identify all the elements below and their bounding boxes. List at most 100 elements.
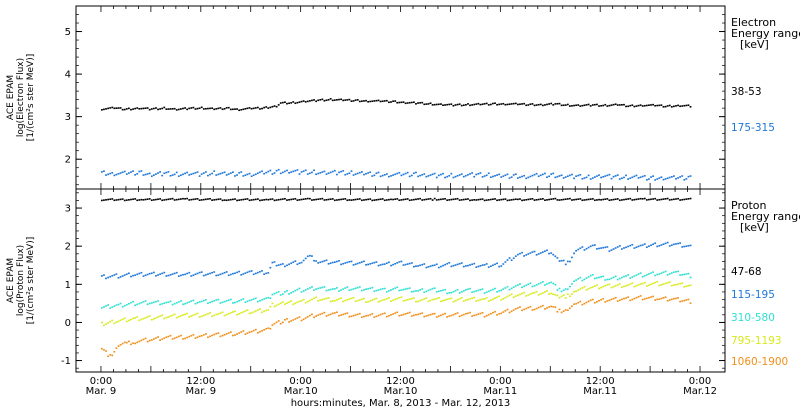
data-point (498, 265, 501, 268)
data-point (573, 291, 575, 293)
data-point (246, 198, 249, 200)
data-point (560, 295, 563, 298)
data-point (662, 283, 665, 285)
legend-entry: 795-1193 (731, 335, 782, 347)
data-point (107, 107, 110, 110)
data-point (336, 287, 338, 289)
data-point (356, 262, 359, 265)
data-point (402, 101, 405, 103)
data-point (427, 198, 430, 200)
data-point (648, 104, 650, 107)
data-point (371, 100, 374, 103)
legend-title: [keV] (740, 38, 769, 51)
data-point (625, 275, 627, 277)
data-point (119, 319, 122, 322)
data-point (150, 199, 153, 202)
data-point (140, 318, 143, 321)
data-point (564, 297, 567, 299)
data-point (273, 261, 276, 263)
data-point (123, 341, 126, 344)
data-point (514, 285, 517, 287)
data-point (398, 199, 401, 202)
data-point (519, 176, 521, 179)
data-point (525, 295, 528, 297)
data-point (336, 173, 338, 176)
data-point (221, 199, 224, 202)
data-point (142, 107, 145, 110)
data-point (620, 286, 623, 289)
data-point (587, 276, 590, 278)
data-point (614, 198, 617, 201)
data-point (373, 316, 376, 318)
data-point (681, 105, 684, 107)
data-point (308, 287, 311, 289)
data-point (128, 199, 130, 201)
data-point (259, 270, 261, 273)
data-point (679, 176, 682, 178)
data-point (664, 105, 667, 108)
data-point (550, 305, 553, 308)
data-point (190, 315, 193, 317)
data-point (608, 173, 611, 176)
data-point (296, 288, 299, 291)
data-point (234, 175, 236, 177)
data-point (190, 198, 193, 201)
data-point (165, 171, 168, 174)
data-point (315, 100, 318, 103)
data-point (444, 299, 446, 301)
data-point (504, 287, 507, 289)
data-point (494, 297, 496, 300)
data-point (610, 286, 613, 289)
data-point (402, 313, 405, 316)
data-point (492, 198, 494, 201)
data-point (215, 174, 218, 176)
data-point (556, 175, 559, 178)
data-point (568, 295, 571, 298)
data-point (627, 296, 630, 298)
data-point (331, 300, 334, 302)
data-point (635, 246, 638, 249)
data-point (296, 263, 299, 266)
data-point (167, 301, 170, 304)
data-point (429, 299, 432, 302)
data-point (331, 288, 334, 290)
data-point (492, 311, 494, 314)
data-point (566, 103, 569, 106)
data-point (412, 297, 415, 299)
data-point (302, 170, 305, 172)
data-point (304, 257, 307, 260)
data-point (225, 333, 228, 335)
data-point (648, 284, 650, 286)
data-point (452, 313, 455, 316)
data-point (645, 246, 648, 249)
data-point (325, 198, 328, 201)
data-point (452, 176, 455, 179)
data-point (666, 299, 669, 302)
data-point (136, 107, 139, 109)
data-point (620, 276, 623, 279)
data-point (404, 198, 407, 201)
data-point (598, 198, 600, 201)
data-point (323, 286, 326, 288)
data-point (177, 315, 180, 318)
data-point (616, 246, 619, 248)
data-point (564, 263, 567, 266)
data-point (544, 199, 546, 201)
data-point (186, 197, 189, 200)
data-point (177, 108, 180, 111)
data-point (577, 301, 580, 304)
data-point (531, 174, 534, 177)
data-point (579, 276, 582, 279)
data-point (612, 248, 615, 250)
data-point (298, 173, 301, 175)
data-point (229, 331, 232, 333)
data-point (194, 273, 197, 276)
data-point (194, 172, 197, 174)
data-point (541, 304, 544, 307)
data-point (668, 176, 671, 179)
data-point (279, 102, 282, 104)
data-point (240, 312, 243, 314)
data-point (562, 177, 565, 179)
data-point (564, 104, 567, 106)
data-point (606, 105, 609, 107)
